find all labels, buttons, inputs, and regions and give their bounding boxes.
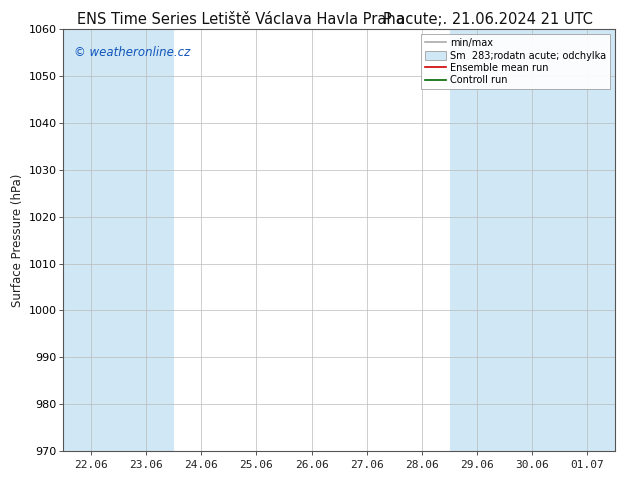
Text: P acute;. 21.06.2024 21 UTC: P acute;. 21.06.2024 21 UTC [383, 12, 593, 27]
Bar [119, 29, 174, 451]
Bar [560, 29, 615, 451]
Text: © weatheronline.cz: © weatheronline.cz [74, 46, 191, 59]
Bar [450, 29, 505, 451]
Bar [505, 29, 560, 451]
Legend: min/max, Sm  283;rodatn acute; odchylka, Ensemble mean run, Controll run: min/max, Sm 283;rodatn acute; odchylka, … [421, 34, 610, 89]
Bar [63, 29, 119, 451]
Text: ENS Time Series Letiště Václava Havla Praha: ENS Time Series Letiště Václava Havla Pr… [77, 12, 404, 27]
Y-axis label: Surface Pressure (hPa): Surface Pressure (hPa) [11, 173, 24, 307]
